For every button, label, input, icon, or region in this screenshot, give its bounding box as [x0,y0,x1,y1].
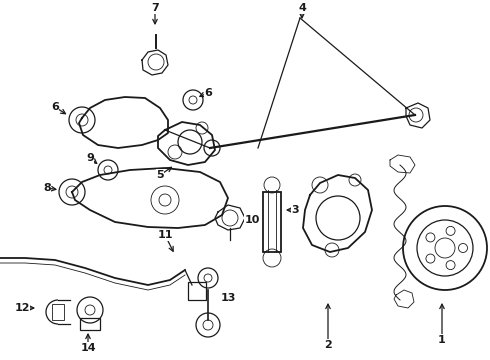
Text: 11: 11 [157,230,173,240]
Bar [188,282,206,300]
Text: 6: 6 [51,102,59,112]
Text: 10: 10 [245,215,260,225]
Text: 1: 1 [438,335,446,345]
Bar [80,318,100,330]
Text: 5: 5 [156,170,164,180]
Bar [52,304,64,320]
Text: 8: 8 [43,183,51,193]
Text: 7: 7 [151,3,159,13]
Text: 9: 9 [86,153,94,163]
Text: 6: 6 [204,88,212,98]
Text: 2: 2 [324,340,332,350]
Text: 3: 3 [291,205,299,215]
Bar [263,192,281,252]
Text: 4: 4 [298,3,306,13]
Text: 14: 14 [80,343,96,353]
Text: 12: 12 [14,303,30,313]
Text: 13: 13 [220,293,236,303]
